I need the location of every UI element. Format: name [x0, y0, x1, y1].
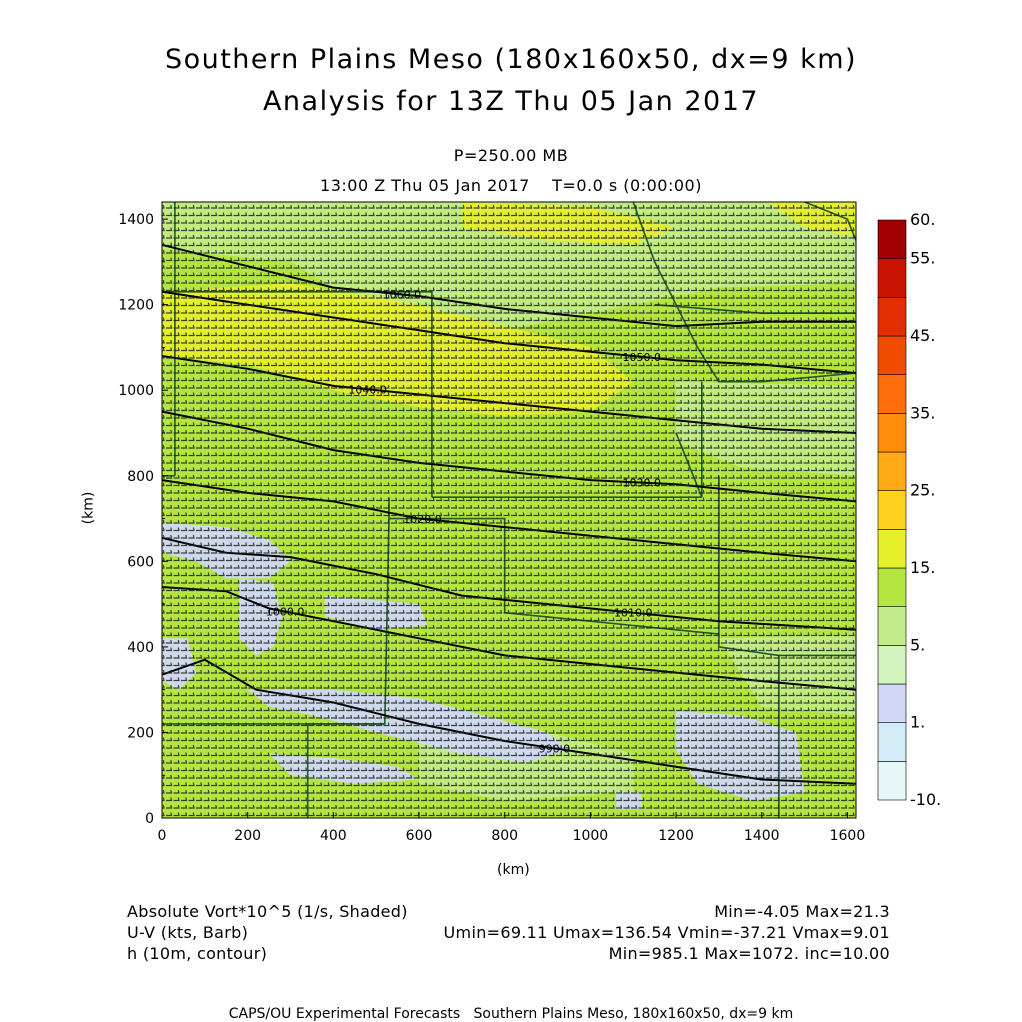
axes: 0 200 400 600 800 1000 1200 1400 1600 0 200 400 600 8…: [118, 212, 865, 844]
wind-barbs: [162, 202, 856, 818]
contour-label: 1000.0: [266, 606, 305, 619]
colorbar: -10. 1. 5. 15. 25. 35. 45. 55. 60.: [877, 210, 941, 809]
contour-label: 1020.0: [403, 513, 442, 526]
x-tick-label: 0: [158, 828, 167, 844]
y-tick-label: 800: [127, 469, 154, 485]
wind-label: U-V (kts, Barb): [127, 923, 249, 942]
chart-title: Southern Plains Meso (180x160x50, dx=9 k…: [164, 44, 858, 75]
colorbar-swatch: [877, 606, 907, 646]
colorbar-swatch: [877, 645, 907, 685]
contour-label: 1040.0: [348, 383, 387, 396]
colorbar-label: 1.: [910, 713, 925, 732]
y-tick-label: 1400: [118, 212, 154, 228]
colorbar-label: 15.: [910, 558, 935, 577]
colorbar-swatch: [877, 219, 907, 259]
height-range: Min=985.1 Max=1072. inc=10.00: [608, 944, 890, 963]
y-tick-label: 400: [127, 640, 154, 656]
y-tick-label: 200: [127, 725, 154, 741]
colorbar-label: 25.: [910, 481, 935, 500]
x-tick-label: 1600: [830, 828, 866, 844]
colorbar-swatch: [877, 529, 907, 569]
colorbar-swatch: [877, 567, 907, 607]
vort-label: Absolute Vort*10^5 (1/s, Shaded): [127, 902, 408, 921]
colorbar-swatch: [877, 297, 907, 337]
x-tick-label: 200: [234, 828, 261, 844]
time-label: 13:00 Z Thu 05 Jan 2017 T=0.0 s (0:00:00…: [320, 176, 702, 195]
contour-label: 990.0: [539, 742, 571, 755]
contour-label: 1030.0: [623, 477, 662, 490]
colorbar-swatch: [877, 722, 907, 762]
y-tick-label: 0: [145, 811, 154, 827]
x-tick-label: 400: [320, 828, 347, 844]
x-tick-label: 1400: [744, 828, 780, 844]
wind-range: Umin=69.11 Umax=136.54 Vmin=-37.21 Vmax=…: [443, 923, 890, 942]
colorbar-swatch: [877, 258, 907, 298]
contour-label: 1010.0: [614, 607, 653, 620]
colorbar-label: 45.: [910, 326, 935, 345]
colorbar-swatch: [877, 761, 907, 801]
footer-credit: CAPS/OU Experimental Forecasts Southern …: [228, 1006, 794, 1022]
colorbar-swatch: [877, 335, 907, 375]
x-tick-label: 800: [491, 828, 518, 844]
y-tick-label: 1200: [118, 298, 154, 314]
chart-subtitle: Analysis for 13Z Thu 05 Jan 2017: [262, 86, 760, 117]
x-tick-label: 600: [406, 828, 433, 844]
x-tick-label: 1000: [573, 828, 609, 844]
level-label: P=250.00 MB: [453, 146, 569, 165]
x-tick-label: 1200: [658, 828, 694, 844]
plot-frame: [161, 201, 857, 819]
colorbar-swatch: [877, 374, 907, 414]
colorbar-swatch: [877, 451, 907, 491]
colorbar-label: 5.: [910, 635, 925, 654]
y-tick-label: 600: [127, 554, 154, 570]
colorbar-swatch: [877, 490, 907, 530]
colorbar-label: 35.: [910, 403, 935, 422]
x-axis-label: (km): [497, 862, 530, 878]
colorbar-label: 60.: [910, 210, 935, 229]
y-tick-label: 1000: [118, 383, 154, 399]
colorbar-swatch: [877, 413, 907, 453]
contour-label: 1050.0: [623, 351, 662, 364]
height-label: h (10m, contour): [127, 944, 268, 963]
colorbar-label: 55.: [910, 249, 935, 268]
contour-labels: 1060.0 1050.0 1040.0 1030.0 1020.0 1010.0 1000…: [266, 288, 661, 755]
y-axis-label: (km): [80, 491, 97, 525]
colorbar-label: -10.: [910, 790, 941, 809]
vort-range: Min=-4.05 Max=21.3: [714, 902, 890, 921]
colorbar-swatch: [877, 683, 907, 723]
contour-label: 1060.0: [383, 288, 422, 301]
